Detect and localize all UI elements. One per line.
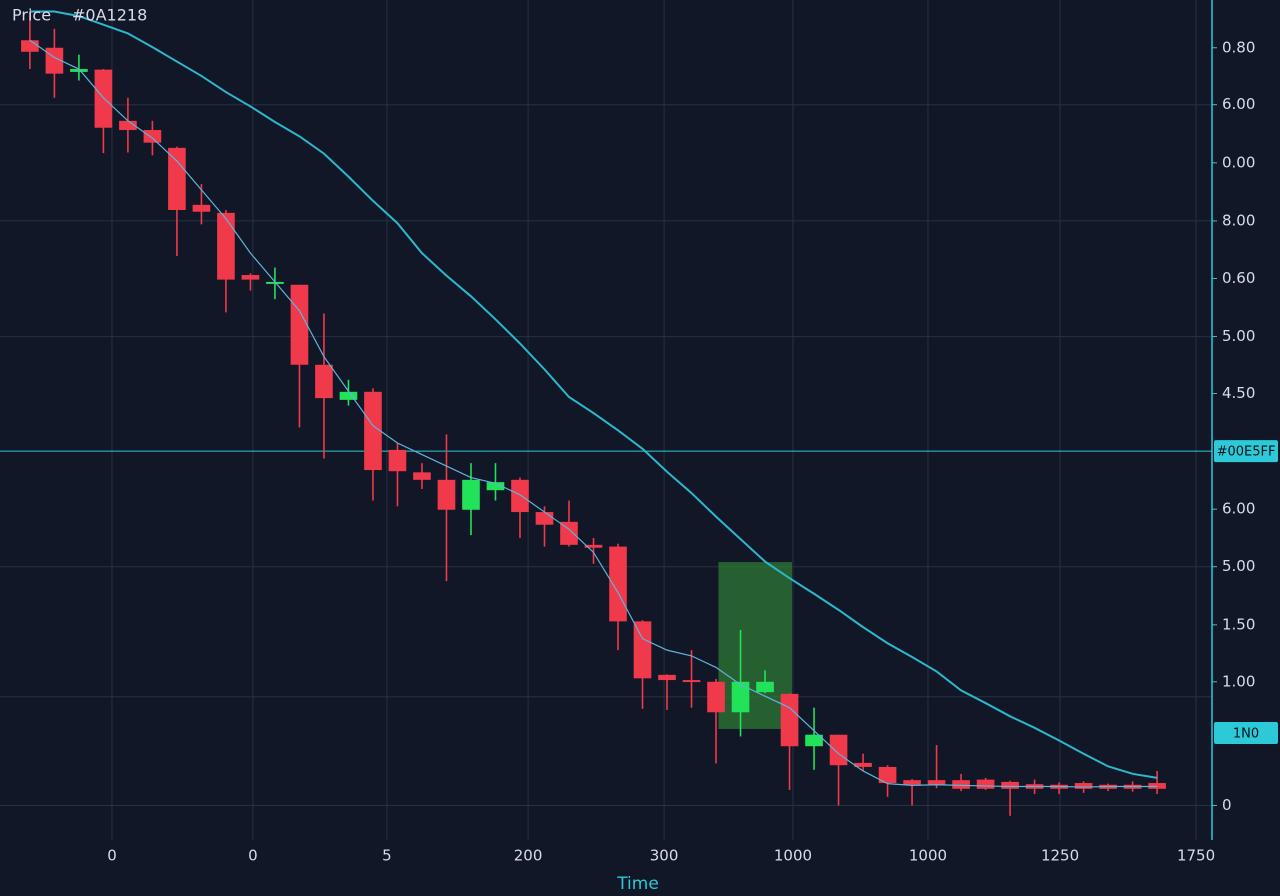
x-tick-label: 1000 — [909, 847, 947, 865]
y-tick-label: 0.80 — [1222, 38, 1255, 56]
chart-title: Price — [12, 6, 51, 25]
candle-body — [364, 391, 382, 471]
x-tick-label: 0 — [248, 847, 258, 865]
y-tick-label: 5.00 — [1222, 327, 1255, 345]
candle-body — [658, 674, 676, 681]
moving-average-line — [29, 39, 1158, 788]
candle-body — [952, 780, 970, 789]
x-tick-label: 200 — [514, 847, 543, 865]
chart-subtitle: #0A1218 — [72, 6, 147, 25]
candle-body — [584, 544, 603, 548]
grid — [0, 0, 1217, 840]
candle-body — [21, 40, 39, 52]
candle-body — [168, 147, 186, 210]
x-tick-label: 1000 — [774, 847, 812, 865]
x-tick-label: 1250 — [1041, 847, 1079, 865]
price-marker-label: #00E5FF — [1217, 445, 1276, 460]
highlight-zone — [718, 562, 792, 729]
candle-body — [829, 734, 848, 766]
plot — [0, 10, 1212, 816]
candle-body — [241, 275, 260, 280]
candle-body — [780, 693, 799, 747]
candle-body — [633, 621, 652, 679]
candle-body — [462, 479, 480, 510]
candle-body — [682, 680, 701, 683]
candle-body — [94, 69, 113, 128]
candle-body — [707, 681, 725, 713]
candle-body — [315, 364, 333, 399]
x-tick-label: 1750 — [1177, 847, 1215, 865]
candle-body — [609, 546, 627, 622]
x-axis-title: Time — [616, 874, 659, 894]
candle-body — [731, 681, 750, 713]
candle-body — [437, 479, 456, 510]
candle-body — [805, 734, 823, 747]
candle-body — [878, 766, 897, 784]
candle-body — [388, 449, 407, 472]
candle-body — [119, 120, 137, 131]
candle-body — [756, 681, 774, 693]
x-tick-label: 0 — [107, 847, 117, 865]
candle-body — [560, 521, 578, 545]
price-marker-box — [1214, 440, 1278, 463]
y-tick-label: 1.50 — [1222, 615, 1255, 633]
x-tick-label: 300 — [650, 847, 679, 865]
moving-average-line — [29, 10, 1158, 779]
y-tick-label: 8.00 — [1222, 211, 1255, 229]
y-tick-label: 6.00 — [1222, 95, 1255, 113]
candle-body — [535, 512, 554, 525]
candle-body — [217, 212, 235, 280]
y-tick-label: 4.50 — [1222, 384, 1255, 402]
candle-body — [413, 472, 431, 480]
y-tick-label: 0.60 — [1222, 269, 1255, 287]
x-tick-label: 5 — [382, 847, 392, 865]
candle-body — [511, 479, 529, 513]
candle-body — [976, 779, 995, 789]
candle-body — [927, 780, 946, 785]
candle-body — [339, 391, 358, 400]
candle-body — [1074, 783, 1093, 789]
candle-body — [290, 284, 309, 365]
y-tick-label: 0 — [1222, 796, 1232, 814]
candle-body — [192, 204, 211, 212]
last-price-marker-label: 1N0 — [1233, 726, 1259, 741]
candle-body — [70, 69, 88, 72]
last-price-marker-box — [1214, 721, 1278, 744]
candle-body — [143, 130, 162, 143]
candle-body — [486, 482, 505, 491]
y-tick-label: 5.00 — [1222, 557, 1255, 575]
y-tick-label: 0.00 — [1222, 153, 1255, 171]
y-tick-label: 6.00 — [1222, 500, 1255, 518]
candle-body — [854, 762, 872, 767]
labels: Price #0A1218 Time 0 1.00 1.50 5.00 6.00 4.50… — [12, 6, 1278, 894]
candle-body — [266, 281, 284, 284]
y-tick-label: 1.00 — [1222, 672, 1255, 690]
candle-body — [1001, 781, 1019, 789]
candle-body — [903, 780, 921, 785]
